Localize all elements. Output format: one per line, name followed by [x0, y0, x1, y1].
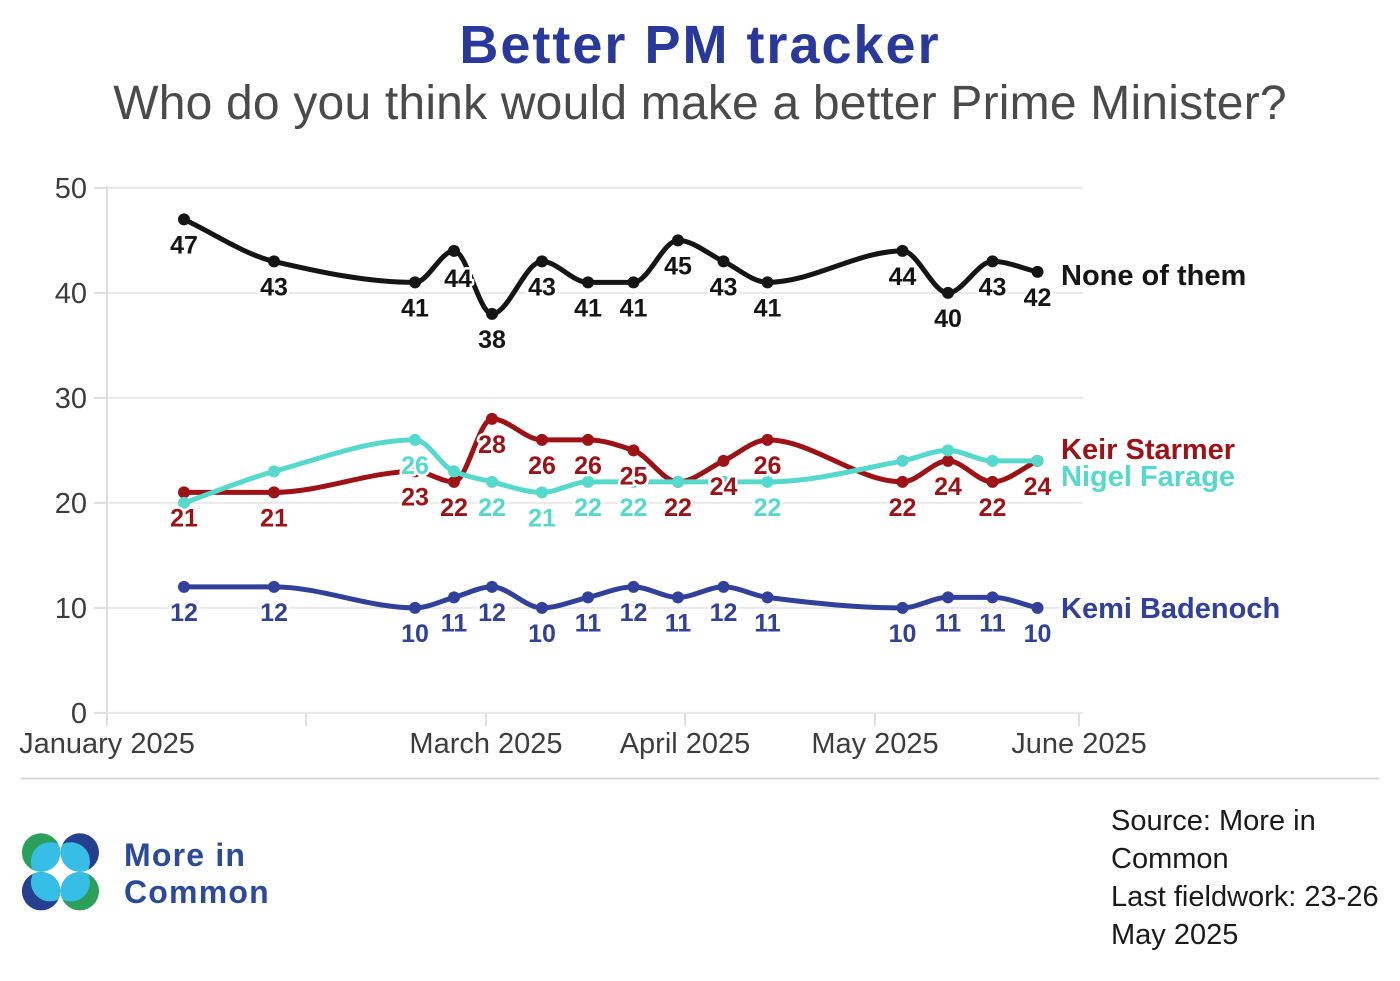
svg-text:January 2025: January 2025 — [19, 728, 195, 760]
svg-text:43: 43 — [710, 273, 738, 301]
svg-text:41: 41 — [620, 294, 648, 322]
svg-text:41: 41 — [754, 294, 782, 322]
svg-text:47: 47 — [170, 231, 198, 259]
svg-text:Last fieldwork: 23-26: Last fieldwork: 23-26 — [1111, 881, 1379, 913]
svg-text:22: 22 — [440, 494, 468, 522]
svg-text:43: 43 — [528, 273, 556, 301]
svg-text:20: 20 — [55, 488, 87, 520]
svg-text:50: 50 — [55, 173, 87, 205]
svg-text:43: 43 — [260, 273, 288, 301]
svg-text:26: 26 — [574, 452, 602, 480]
svg-text:Nigel Farage: Nigel Farage — [1061, 461, 1235, 493]
svg-text:40: 40 — [934, 305, 962, 333]
svg-text:10: 10 — [1024, 620, 1052, 648]
svg-text:Common: Common — [124, 874, 270, 910]
svg-text:24: 24 — [710, 473, 738, 501]
svg-text:None of them: None of them — [1061, 260, 1246, 292]
svg-text:Kemi Badenoch: Kemi Badenoch — [1061, 593, 1280, 625]
svg-text:25: 25 — [620, 462, 648, 490]
svg-text:11: 11 — [754, 609, 781, 637]
svg-text:June 2025: June 2025 — [1011, 728, 1146, 760]
svg-text:40: 40 — [55, 278, 87, 310]
svg-text:24: 24 — [934, 473, 962, 501]
svg-text:21: 21 — [260, 504, 288, 532]
svg-text:10: 10 — [889, 620, 917, 648]
svg-text:22: 22 — [620, 494, 648, 522]
svg-text:22: 22 — [478, 494, 506, 522]
svg-text:22: 22 — [664, 494, 692, 522]
svg-text:12: 12 — [260, 599, 288, 627]
svg-text:May 2025: May 2025 — [811, 728, 938, 760]
svg-text:22: 22 — [754, 494, 782, 522]
svg-text:11: 11 — [575, 609, 602, 637]
svg-text:10: 10 — [55, 593, 87, 625]
svg-text:24: 24 — [1024, 473, 1052, 501]
svg-text:45: 45 — [664, 252, 692, 280]
svg-text:11: 11 — [665, 609, 692, 637]
svg-text:41: 41 — [401, 294, 429, 322]
svg-text:12: 12 — [170, 599, 198, 627]
svg-text:More in: More in — [124, 837, 246, 873]
svg-text:12: 12 — [620, 599, 648, 627]
svg-text:30: 30 — [55, 383, 87, 415]
svg-text:21: 21 — [528, 504, 556, 532]
svg-text:Source: More in: Source: More in — [1111, 805, 1316, 837]
svg-text:10: 10 — [528, 620, 556, 648]
svg-text:22: 22 — [889, 494, 917, 522]
svg-text:26: 26 — [528, 452, 556, 480]
svg-text:11: 11 — [441, 609, 468, 637]
svg-text:May 2025: May 2025 — [1111, 919, 1238, 951]
svg-text:38: 38 — [478, 326, 506, 354]
svg-text:April 2025: April 2025 — [620, 728, 751, 760]
svg-text:23: 23 — [401, 483, 429, 511]
svg-text:43: 43 — [979, 273, 1007, 301]
svg-text:0: 0 — [71, 698, 87, 730]
svg-text:11: 11 — [979, 609, 1006, 637]
svg-text:Better PM tracker: Better PM tracker — [459, 15, 940, 75]
svg-text:41: 41 — [574, 294, 602, 322]
svg-text:21: 21 — [170, 504, 198, 532]
svg-text:Who do you think would make a: Who do you think would make a better Pri… — [113, 77, 1287, 130]
svg-text:March 2025: March 2025 — [409, 728, 562, 760]
svg-text:28: 28 — [478, 431, 506, 459]
svg-text:12: 12 — [710, 599, 738, 627]
svg-text:26: 26 — [754, 452, 782, 480]
svg-text:22: 22 — [574, 494, 602, 522]
svg-text:26: 26 — [401, 452, 429, 480]
svg-text:22: 22 — [979, 494, 1007, 522]
svg-text:44: 44 — [889, 263, 917, 291]
svg-text:10: 10 — [401, 620, 429, 648]
svg-text:42: 42 — [1024, 284, 1052, 312]
svg-text:11: 11 — [935, 609, 962, 637]
svg-text:12: 12 — [478, 599, 506, 627]
svg-text:Keir Starmer: Keir Starmer — [1061, 434, 1235, 466]
svg-text:Common: Common — [1111, 843, 1229, 875]
svg-text:44: 44 — [444, 265, 472, 293]
